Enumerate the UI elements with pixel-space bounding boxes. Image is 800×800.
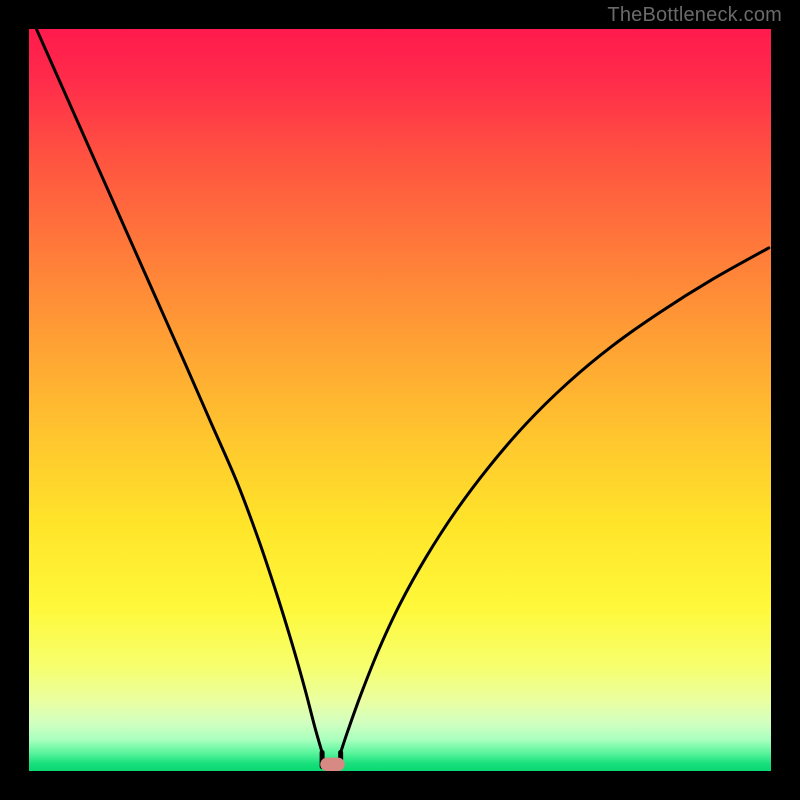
bottleneck-chart [0,0,800,800]
watermark-text: TheBottleneck.com [607,4,782,27]
minimum-marker [320,758,344,771]
plot-background [29,29,771,771]
chart-container: TheBottleneck.com [0,0,800,800]
